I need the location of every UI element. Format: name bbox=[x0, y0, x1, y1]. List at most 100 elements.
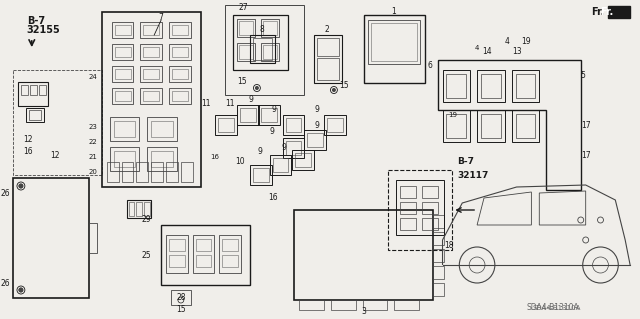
Bar bbox=[261, 108, 276, 122]
Bar bbox=[477, 70, 505, 102]
Bar bbox=[151, 121, 173, 137]
Bar bbox=[115, 69, 131, 79]
Text: 6: 6 bbox=[428, 61, 433, 70]
Bar bbox=[433, 232, 445, 245]
Text: 10: 10 bbox=[236, 158, 245, 167]
Bar bbox=[481, 114, 500, 138]
Text: 12: 12 bbox=[51, 151, 60, 160]
Bar bbox=[273, 158, 289, 172]
Bar bbox=[110, 147, 140, 171]
Bar bbox=[112, 22, 134, 38]
Bar bbox=[253, 38, 272, 60]
Bar bbox=[107, 162, 118, 182]
Bar bbox=[394, 300, 419, 310]
Text: 17: 17 bbox=[580, 151, 590, 160]
Bar bbox=[114, 121, 136, 137]
Text: 27: 27 bbox=[238, 4, 248, 12]
Bar bbox=[433, 266, 445, 279]
Bar bbox=[258, 105, 280, 125]
Bar bbox=[324, 115, 346, 135]
Text: 15: 15 bbox=[237, 78, 247, 86]
Bar bbox=[166, 235, 188, 273]
Bar bbox=[263, 45, 276, 59]
Bar bbox=[263, 21, 276, 35]
Bar bbox=[136, 162, 148, 182]
Bar bbox=[364, 15, 425, 83]
Circle shape bbox=[19, 184, 23, 188]
Text: 26: 26 bbox=[1, 189, 10, 197]
Text: 16: 16 bbox=[23, 147, 33, 157]
Bar bbox=[422, 202, 438, 214]
Text: 17: 17 bbox=[580, 121, 590, 130]
Bar bbox=[371, 23, 417, 61]
Text: 9: 9 bbox=[248, 95, 253, 105]
Bar bbox=[196, 255, 211, 267]
Circle shape bbox=[19, 288, 23, 292]
Bar bbox=[304, 130, 326, 150]
Bar bbox=[307, 133, 323, 147]
Bar bbox=[196, 239, 211, 251]
Bar bbox=[222, 255, 238, 267]
Bar bbox=[21, 85, 28, 95]
Bar bbox=[331, 300, 356, 310]
Bar bbox=[511, 110, 540, 142]
Text: 16: 16 bbox=[268, 194, 278, 203]
Bar bbox=[38, 85, 45, 95]
Bar bbox=[239, 45, 253, 59]
Bar bbox=[292, 150, 314, 170]
Text: 7: 7 bbox=[159, 12, 164, 21]
Text: 3: 3 bbox=[361, 308, 366, 316]
Bar bbox=[115, 47, 131, 57]
Bar bbox=[317, 38, 339, 56]
Text: 9: 9 bbox=[314, 106, 319, 115]
Text: 29: 29 bbox=[141, 216, 151, 225]
Bar bbox=[181, 162, 193, 182]
Bar bbox=[115, 25, 131, 35]
Text: 23: 23 bbox=[88, 124, 97, 130]
Bar bbox=[422, 218, 438, 230]
Bar bbox=[269, 155, 291, 175]
Bar bbox=[511, 70, 540, 102]
Text: SDA4-B1310A: SDA4-B1310A bbox=[526, 303, 579, 313]
Text: 9: 9 bbox=[272, 106, 276, 115]
Bar bbox=[300, 300, 324, 310]
Bar bbox=[136, 202, 142, 216]
Text: 25: 25 bbox=[141, 250, 151, 259]
Bar bbox=[314, 35, 342, 83]
Bar bbox=[166, 162, 178, 182]
Text: 19: 19 bbox=[522, 38, 531, 47]
Bar bbox=[161, 225, 250, 285]
Bar bbox=[26, 108, 44, 122]
Text: 14: 14 bbox=[482, 48, 492, 56]
Text: 18: 18 bbox=[445, 241, 454, 249]
Bar bbox=[193, 235, 214, 273]
Text: 8: 8 bbox=[259, 26, 264, 34]
Bar bbox=[433, 283, 445, 296]
Bar bbox=[169, 66, 191, 82]
Bar bbox=[362, 300, 387, 310]
Bar bbox=[233, 15, 287, 70]
Text: Fr.: Fr. bbox=[591, 7, 604, 17]
Text: SDA4-B1310A: SDA4-B1310A bbox=[532, 305, 580, 311]
Text: 11: 11 bbox=[201, 99, 211, 108]
Bar bbox=[294, 210, 433, 300]
Bar bbox=[127, 200, 151, 218]
Text: 32117: 32117 bbox=[458, 170, 489, 180]
Text: 5: 5 bbox=[580, 70, 586, 79]
Bar bbox=[477, 110, 505, 142]
Bar bbox=[112, 66, 134, 82]
Text: 21: 21 bbox=[88, 154, 97, 160]
Bar bbox=[400, 218, 416, 230]
Bar bbox=[442, 70, 470, 102]
Bar bbox=[169, 88, 191, 104]
Bar bbox=[216, 115, 237, 135]
Text: B-7: B-7 bbox=[458, 158, 474, 167]
Text: 12: 12 bbox=[23, 135, 33, 144]
Bar bbox=[433, 215, 445, 228]
Text: 13: 13 bbox=[512, 48, 522, 56]
Bar bbox=[237, 19, 255, 37]
Text: 15: 15 bbox=[176, 306, 186, 315]
Circle shape bbox=[332, 88, 335, 92]
Bar bbox=[218, 118, 234, 132]
Bar bbox=[140, 88, 162, 104]
